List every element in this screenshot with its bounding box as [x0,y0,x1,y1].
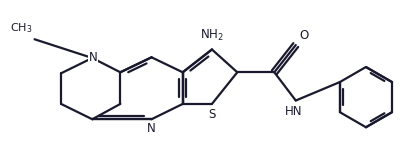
Text: N: N [147,122,156,135]
Text: N: N [89,51,98,64]
Text: S: S [208,108,215,121]
Text: CH$_3$: CH$_3$ [10,21,32,35]
Text: NH$_2$: NH$_2$ [200,28,224,43]
Text: HN: HN [285,105,302,118]
Text: O: O [300,29,309,42]
